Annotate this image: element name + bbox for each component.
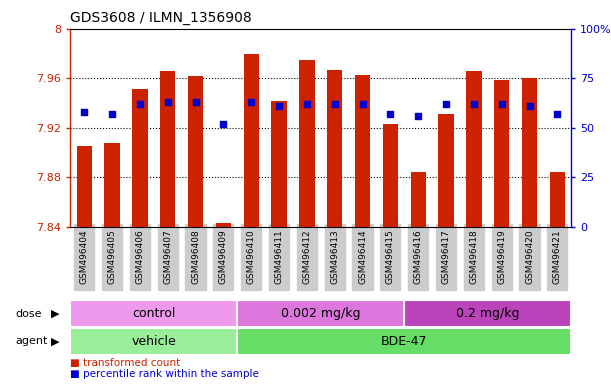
Text: GDS3608 / ILMN_1356908: GDS3608 / ILMN_1356908: [70, 11, 252, 25]
Bar: [188, 76, 203, 227]
Text: agent: agent: [15, 336, 48, 346]
Bar: [237, 300, 404, 327]
Bar: [237, 328, 571, 355]
Bar: [70, 328, 237, 355]
Text: ■ transformed count: ■ transformed count: [70, 358, 180, 368]
Text: ■ percentile rank within the sample: ■ percentile rank within the sample: [70, 369, 259, 379]
Bar: [104, 143, 120, 227]
Bar: [160, 71, 175, 227]
Point: [469, 101, 479, 107]
Point: [413, 113, 423, 119]
Point: [552, 111, 562, 117]
Bar: [522, 78, 537, 227]
Point: [135, 101, 145, 107]
Point: [79, 109, 89, 115]
Bar: [244, 53, 259, 227]
Bar: [327, 70, 342, 227]
Bar: [132, 89, 147, 227]
Point: [330, 101, 340, 107]
Point: [163, 99, 172, 105]
Bar: [70, 300, 237, 327]
Point: [107, 111, 117, 117]
Text: 0.002 mg/kg: 0.002 mg/kg: [281, 307, 360, 320]
Bar: [271, 101, 287, 227]
Point: [525, 103, 535, 109]
Text: ▶: ▶: [51, 336, 59, 346]
Bar: [404, 300, 571, 327]
Bar: [216, 223, 231, 227]
Point: [497, 101, 507, 107]
Point: [191, 99, 200, 105]
Bar: [466, 71, 481, 227]
Bar: [382, 124, 398, 227]
Bar: [494, 79, 510, 227]
Point: [219, 121, 229, 127]
Point: [302, 101, 312, 107]
Text: ▶: ▶: [51, 309, 59, 319]
Bar: [299, 60, 315, 227]
Text: 0.2 mg/kg: 0.2 mg/kg: [456, 307, 519, 320]
Text: control: control: [132, 307, 175, 320]
Point: [274, 103, 284, 109]
Bar: [550, 172, 565, 227]
Text: vehicle: vehicle: [131, 335, 176, 348]
Point: [386, 111, 395, 117]
Point: [246, 99, 256, 105]
Bar: [355, 74, 370, 227]
Point: [357, 101, 367, 107]
Point: [441, 101, 451, 107]
Text: BDE-47: BDE-47: [381, 335, 428, 348]
Bar: [76, 146, 92, 227]
Bar: [438, 114, 454, 227]
Text: dose: dose: [15, 309, 42, 319]
Bar: [411, 172, 426, 227]
